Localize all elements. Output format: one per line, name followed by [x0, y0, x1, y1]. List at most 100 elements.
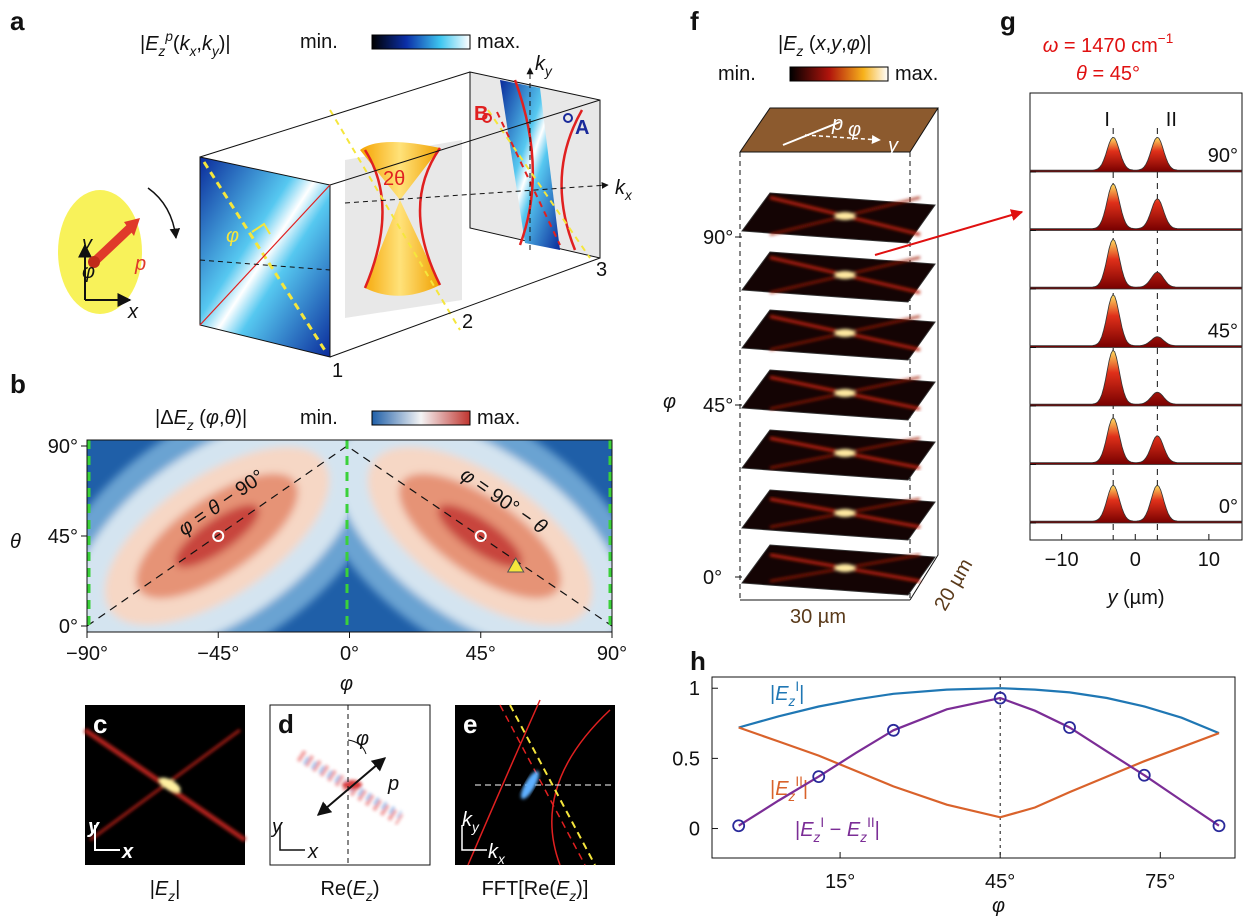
text-part: z [568, 889, 576, 904]
panel-e: e ky kx FFT[Re(Ez)] [455, 700, 615, 904]
hotspot [835, 509, 855, 517]
plate-y: y [886, 135, 899, 157]
plate-p: p [831, 113, 843, 135]
text-part: E [783, 33, 797, 55]
series-line [739, 698, 1219, 826]
panel-a: a |Ezp(kx,ky)| min. max. y φ p x B A 2θ … [10, 6, 633, 382]
row-label: 90° [1208, 145, 1238, 167]
dipole-label: p [387, 773, 399, 795]
colorbar-max: max. [895, 63, 938, 85]
text-part: (µm) [1117, 587, 1164, 609]
panel-label: a [10, 6, 25, 36]
x-tick-label: 45° [985, 871, 1015, 893]
text-part: | [175, 878, 180, 900]
panel-label: c [93, 709, 107, 739]
panel-title: |Ez (x,y,φ)| [778, 33, 872, 59]
panel-title: |Ezp(kx,ky)| [140, 29, 231, 59]
dipole-label: p [134, 253, 146, 275]
text-part: )| [219, 33, 231, 55]
profile [1030, 485, 1242, 523]
profile [1030, 350, 1242, 406]
panel-label: f [690, 6, 699, 36]
text-part: E [145, 33, 159, 55]
plane-number: 2 [462, 311, 473, 333]
phi-label: φ [356, 728, 369, 750]
text-part: x [497, 852, 506, 867]
text-part: E [174, 407, 188, 429]
y-tick-label: 0 [689, 819, 700, 841]
y-axis-label: φ [663, 391, 676, 413]
text-part: E [353, 878, 367, 900]
cone-angle: 2θ [383, 168, 405, 190]
marker [733, 820, 744, 831]
text-part: E [800, 819, 814, 841]
text-part: z [365, 889, 373, 904]
colorbar [372, 411, 470, 425]
text-part: x [624, 188, 633, 203]
colorbar-min: min. [300, 407, 338, 429]
text-part: = 45° [1087, 63, 1140, 85]
x-tick-label: −45° [197, 643, 239, 665]
depth-label: 20 µm [930, 555, 977, 614]
width-label: 30 µm [790, 606, 846, 628]
series-line [739, 688, 1219, 733]
hotspot [835, 389, 855, 397]
axis-x: x [307, 841, 319, 863]
axis-y: y [270, 816, 283, 838]
condition: θ = 45° [1076, 63, 1140, 85]
panel-label: h [690, 646, 706, 676]
x-tick-label: −10 [1045, 549, 1079, 571]
text-part: ) [373, 878, 380, 900]
plane-number: 3 [596, 259, 607, 281]
text-part: z [796, 44, 804, 59]
x-tick-label: 90° [597, 643, 627, 665]
peak-name: I [1104, 109, 1110, 131]
rotation-arrow [148, 188, 176, 238]
ky-label: ky [535, 53, 553, 79]
caption: FFT[Re(Ez)] [482, 878, 589, 904]
hotspot [835, 271, 855, 279]
series-line [739, 728, 1219, 818]
condition: ω = 1470 cm−1 [1043, 31, 1174, 57]
x-tick-label: 0° [340, 643, 359, 665]
point-b-label: B [474, 103, 488, 125]
panel-g: g ω = 1470 cm−1 θ = 45° y (µm) −10010III… [1000, 6, 1242, 609]
text-part: Re( [320, 878, 353, 900]
row-label: 0° [1219, 496, 1238, 518]
y-tick-label: 90° [48, 436, 78, 458]
text-part: | [799, 683, 804, 705]
text-part: ω [1043, 35, 1059, 57]
text-part: E [155, 878, 169, 900]
x-axis-label: y (µm) [1105, 587, 1164, 609]
series-label: |EzI| [770, 679, 804, 709]
panel-title: |ΔEz (φ,θ)| [155, 407, 247, 433]
peak-name: II [1166, 109, 1177, 131]
y-axis-label: θ [10, 531, 21, 553]
hotspot [835, 564, 855, 572]
point-a-label: A [575, 117, 589, 139]
caption: Re(Ez) [320, 878, 379, 904]
row-label: 45° [1208, 321, 1238, 343]
text-part: − [824, 819, 847, 841]
text-part: = 1470 cm [1058, 35, 1158, 57]
x-axis-label: φ [340, 673, 353, 695]
panel-label: e [463, 709, 477, 739]
text-part: )| [235, 407, 247, 429]
axis-x: x [121, 841, 134, 863]
series-label: |EzI − EzII| [795, 815, 880, 845]
series-label: |EzII| [770, 774, 808, 804]
phi-label: φ [226, 225, 239, 247]
plane-number: 1 [332, 360, 343, 382]
x-tick-label: 15° [825, 871, 855, 893]
text-part: z [186, 418, 194, 433]
x-tick-label: 10 [1198, 549, 1220, 571]
text-part: z [813, 830, 821, 845]
kx-label: kx [615, 177, 633, 203]
colorbar [372, 35, 470, 49]
colorbar-max: max. [477, 407, 520, 429]
x-tick-label: 0 [1130, 549, 1141, 571]
text-part: )] [576, 878, 588, 900]
axis-y: y [87, 816, 100, 838]
panel-label: b [10, 369, 26, 399]
text-part: E [847, 819, 861, 841]
